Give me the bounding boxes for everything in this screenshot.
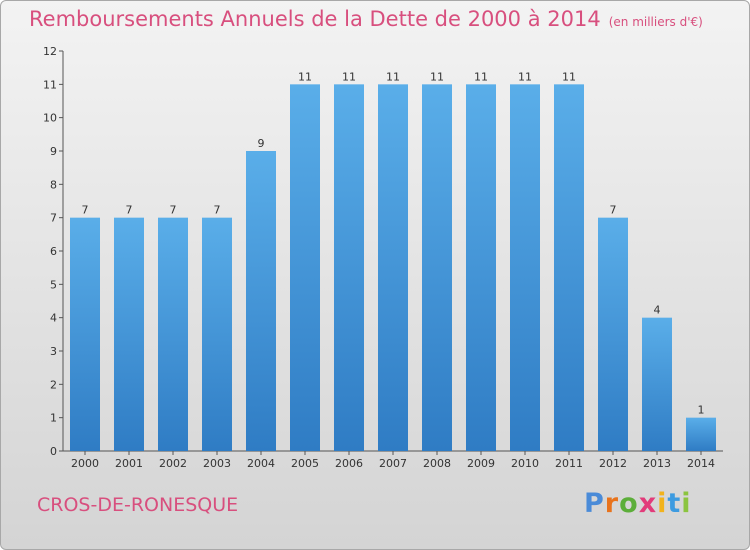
bars xyxy=(70,84,716,451)
x-tick-label: 2007 xyxy=(379,457,407,470)
chart-unit: (en milliers d'€) xyxy=(608,15,703,29)
x-tick-label: 2011 xyxy=(555,457,583,470)
x-tick-label: 2002 xyxy=(159,457,187,470)
y-tick-label: 1 xyxy=(50,412,57,425)
bar-2000 xyxy=(70,217,100,451)
bar-2009 xyxy=(466,84,496,451)
x-tick-label: 2009 xyxy=(467,457,495,470)
bar-2013 xyxy=(642,317,672,451)
bar-2014 xyxy=(686,417,716,451)
y-tick-label: 2 xyxy=(50,378,57,391)
value-label-2012: 7 xyxy=(610,204,617,217)
x-tick-label: 2000 xyxy=(71,457,99,470)
x-tick-label: 2013 xyxy=(643,457,671,470)
y-tick-label: 0 xyxy=(50,445,57,458)
brand-logo-letter: i xyxy=(681,488,692,519)
value-labels: 7 7 7 7 9 11 11 11 11 11 11 11 7 4 1 xyxy=(82,70,705,416)
x-tick-label: 2012 xyxy=(599,457,627,470)
bar-2003 xyxy=(202,217,232,451)
bar-2011 xyxy=(554,84,584,451)
y-tick-label: 7 xyxy=(50,212,57,225)
brand-logo: Proxiti xyxy=(584,488,692,519)
brand-logo-letter: P xyxy=(584,488,605,519)
y-tick-label: 6 xyxy=(50,245,57,258)
x-tick-label: 2010 xyxy=(511,457,539,470)
brand-logo-letter: o xyxy=(619,488,639,519)
bar-2004 xyxy=(246,151,276,451)
y-tick-label: 5 xyxy=(50,278,57,291)
brand-logo-letter: i xyxy=(657,488,668,519)
x-tick-label: 2008 xyxy=(423,457,451,470)
x-tick-label: 2004 xyxy=(247,457,275,470)
y-tick-label: 12 xyxy=(43,45,57,58)
value-label-2003: 7 xyxy=(214,204,221,217)
y-tick-label: 3 xyxy=(50,345,57,358)
value-label-2007: 11 xyxy=(386,70,400,83)
value-label-2009: 11 xyxy=(474,70,488,83)
chart-title: Remboursements Annuels de la Dette de 20… xyxy=(29,7,703,31)
y-tick-label: 4 xyxy=(50,312,57,325)
chart-title-text: Remboursements Annuels de la Dette de 20… xyxy=(29,7,601,31)
x-tick-label: 2003 xyxy=(203,457,231,470)
value-label-2011: 11 xyxy=(562,70,576,83)
x-tick-label: 2006 xyxy=(335,457,363,470)
value-label-2008: 11 xyxy=(430,70,444,83)
place-name: CROS-DE-RONESQUE xyxy=(37,494,239,516)
value-label-2000: 7 xyxy=(82,204,89,217)
x-tick-label: 2005 xyxy=(291,457,319,470)
value-label-2013: 4 xyxy=(654,304,661,317)
value-label-2001: 7 xyxy=(126,204,133,217)
value-label-2004: 9 xyxy=(258,137,265,150)
bar-2002 xyxy=(158,217,188,451)
brand-logo-letter: x xyxy=(638,488,658,519)
value-label-2005: 11 xyxy=(298,70,312,83)
value-label-2006: 11 xyxy=(342,70,356,83)
bar-2005 xyxy=(290,84,320,451)
x-tick-label: 2014 xyxy=(687,457,715,470)
bar-2001 xyxy=(114,217,144,451)
bar-2010 xyxy=(510,84,540,451)
brand-logo-letter: r xyxy=(604,488,620,519)
brand-logo-letter: t xyxy=(667,488,682,519)
value-label-2002: 7 xyxy=(170,204,177,217)
bar-2008 xyxy=(422,84,452,451)
value-label-2010: 11 xyxy=(518,70,532,83)
x-tick-label: 2001 xyxy=(115,457,143,470)
y-tick-label: 10 xyxy=(43,112,57,125)
bar-2007 xyxy=(378,84,408,451)
y-tick-label: 9 xyxy=(50,145,57,158)
bar-2012 xyxy=(598,217,628,451)
bar-2006 xyxy=(334,84,364,451)
y-tick-label: 8 xyxy=(50,178,57,191)
y-tick-label: 11 xyxy=(43,78,57,91)
value-label-2014: 1 xyxy=(698,404,705,417)
